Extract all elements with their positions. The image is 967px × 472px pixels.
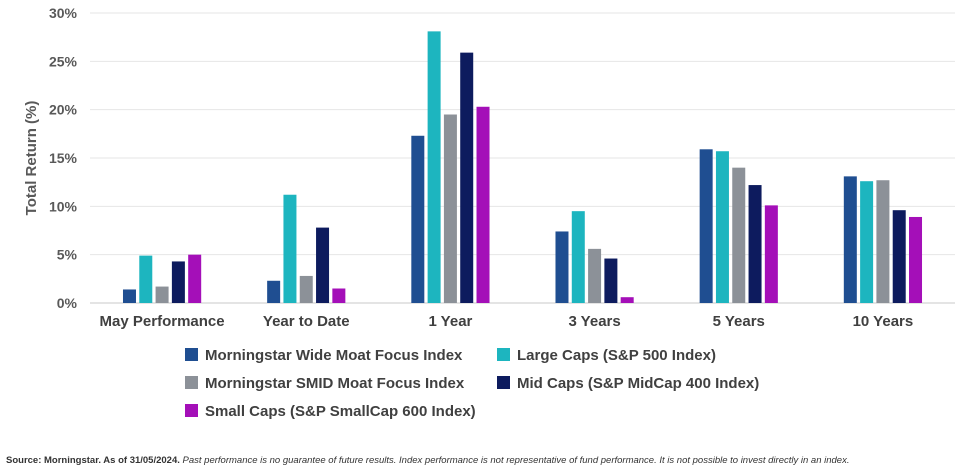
bar (620, 297, 634, 303)
legend-swatch (497, 376, 510, 389)
bar (122, 289, 136, 303)
legend-label: Mid Caps (S&P MidCap 400 Index) (517, 375, 759, 392)
bar (748, 185, 762, 303)
bar (571, 211, 585, 303)
x-tick-label: Year to Date (263, 313, 350, 330)
bar (139, 255, 153, 303)
bar (604, 258, 618, 303)
bar (476, 106, 490, 304)
y-tick-label: 5% (57, 247, 78, 263)
y-tick-label: 10% (49, 198, 78, 214)
y-axis-title: Total Return (%) (23, 101, 40, 216)
bar (699, 149, 713, 303)
bar (155, 286, 169, 303)
footnote-source: Source: Morningstar. As of 31/05/2024. (6, 455, 180, 466)
footnote-disclaimer: Past performance is no guarantee of futu… (179, 455, 850, 466)
bar (843, 176, 857, 303)
x-tick-label: 10 Years (853, 313, 914, 330)
bar (860, 181, 874, 303)
legend-swatch (185, 404, 198, 417)
bar (892, 210, 906, 303)
legend-swatch (497, 348, 510, 361)
y-tick-label: 0% (57, 295, 78, 311)
footnote: Source: Morningstar. As of 31/05/2024. P… (6, 455, 849, 466)
bar (876, 180, 890, 303)
bar (588, 248, 602, 303)
bar (460, 52, 474, 304)
bar (316, 227, 330, 303)
bar (909, 216, 923, 303)
bar (332, 288, 346, 303)
y-tick-label: 30% (49, 5, 78, 21)
bar (764, 205, 778, 303)
bar (411, 135, 425, 303)
x-tick-label: 1 Year (428, 313, 472, 330)
bar (171, 261, 185, 303)
bar (555, 231, 569, 303)
legend-label: Morningstar SMID Moat Focus Index (205, 375, 465, 392)
bar (715, 151, 729, 303)
y-tick-label: 15% (49, 150, 78, 166)
legend-label: Small Caps (S&P SmallCap 600 Index) (205, 403, 476, 420)
x-tick-label: 5 Years (713, 313, 765, 330)
x-tick-label: May Performance (100, 313, 225, 330)
y-tick-label: 25% (49, 53, 78, 69)
bar (188, 254, 202, 303)
legend-label: Morningstar Wide Moat Focus Index (205, 347, 463, 364)
y-tick-label: 20% (49, 102, 78, 118)
x-tick-label: 3 Years (568, 313, 620, 330)
bar (299, 275, 313, 303)
bar (283, 194, 297, 303)
bar (732, 167, 746, 303)
bar (443, 114, 457, 303)
bar (427, 31, 441, 303)
bar (267, 280, 281, 303)
legend-label: Large Caps (S&P 500 Index) (517, 347, 716, 364)
legend-swatch (185, 348, 198, 361)
legend-swatch (185, 376, 198, 389)
